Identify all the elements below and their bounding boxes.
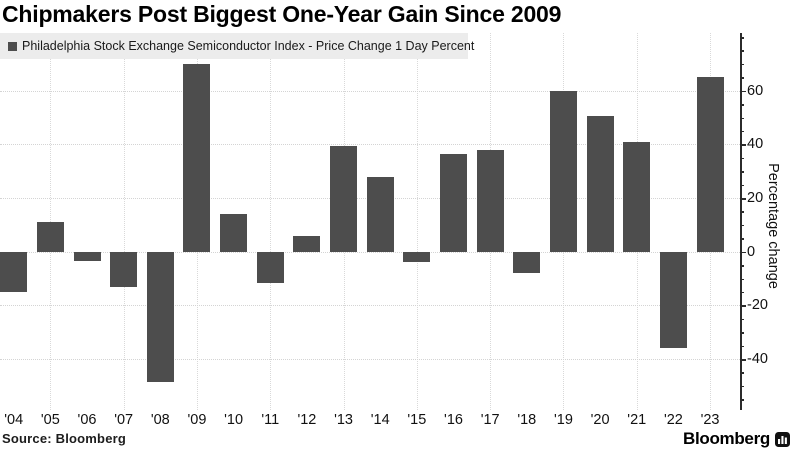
x-tick-label: '22 — [663, 412, 683, 428]
y-minor-tick — [740, 385, 744, 388]
y-minor-tick — [740, 104, 744, 106]
bar-19 — [549, 90, 577, 252]
bar-07 — [110, 251, 138, 287]
bar-11 — [256, 251, 284, 283]
y-minor-tick — [740, 265, 744, 267]
bar-09 — [183, 63, 211, 252]
y-minor-tick — [740, 318, 744, 321]
bar-16 — [440, 153, 467, 252]
y-axis-title: Percentage change — [765, 163, 781, 289]
y-minor-tick — [740, 224, 744, 227]
bar-14 — [366, 176, 394, 252]
vertical-gridline — [270, 33, 272, 410]
y-minor-tick — [740, 278, 744, 281]
x-tick-label: '06 — [77, 412, 97, 428]
y-minor-tick — [740, 238, 744, 240]
vertical-gridline — [416, 33, 418, 410]
x-tick-label: '12 — [297, 412, 317, 428]
x-tick-label: '13 — [334, 412, 353, 428]
bar-06 — [73, 251, 101, 262]
y-minor-tick — [740, 211, 744, 213]
y-tick-label: 0 — [747, 243, 756, 260]
y-major-tick — [740, 359, 746, 361]
horizontal-gridline — [0, 90, 740, 92]
bar-17 — [476, 149, 504, 252]
y-tick-label: 20 — [747, 190, 764, 207]
legend: Philadelphia Stock Exchange Semiconducto… — [0, 33, 474, 59]
bar-15 — [403, 251, 431, 263]
y-axis-line — [740, 33, 742, 410]
bar-05 — [36, 222, 64, 252]
legend-marker-icon — [8, 41, 17, 51]
x-tick-label: '19 — [553, 412, 573, 428]
y-minor-tick — [740, 345, 744, 348]
x-tick-label: '10 — [224, 412, 244, 428]
y-minor-tick — [740, 171, 744, 173]
legend-label: Philadelphia Stock Exchange Semiconducto… — [22, 39, 475, 53]
y-minor-tick — [740, 157, 744, 160]
x-tick-label: '16 — [444, 412, 463, 428]
horizontal-gridline — [0, 251, 740, 253]
x-tick-label: '05 — [40, 412, 60, 428]
y-major-tick — [740, 251, 746, 254]
bar-21 — [623, 141, 651, 252]
bar-23 — [696, 77, 724, 252]
y-minor-tick — [740, 130, 744, 133]
y-major-tick — [740, 305, 746, 307]
y-minor-tick — [740, 63, 744, 66]
y-minor-tick — [740, 291, 744, 294]
bar-20 — [586, 116, 614, 252]
x-tick-label: '09 — [187, 412, 207, 428]
y-minor-tick — [740, 399, 744, 401]
x-tick-label: '21 — [627, 412, 647, 428]
x-tick-label: '18 — [517, 412, 537, 428]
y-major-tick — [740, 198, 746, 200]
y-minor-tick — [740, 184, 744, 187]
x-tick-label: '23 — [700, 412, 720, 428]
x-tick-label: '15 — [407, 412, 427, 428]
horizontal-gridline — [0, 144, 740, 146]
bar-08 — [146, 251, 174, 382]
x-tick-label: '04 — [4, 412, 24, 428]
source-note: Source: Bloomberg — [2, 431, 127, 446]
y-minor-tick — [740, 50, 744, 52]
bar-10 — [220, 214, 248, 252]
y-tick-label: -20 — [747, 297, 768, 314]
bloomberg-logo-text: Bloomberg — [682, 429, 770, 448]
x-tick-label: '11 — [261, 412, 280, 428]
horizontal-gridline — [0, 305, 740, 307]
y-minor-tick — [740, 332, 744, 334]
y-major-tick — [740, 90, 746, 93]
bloomberg-chart-icon — [775, 431, 790, 447]
x-tick-label: '08 — [150, 412, 170, 428]
x-tick-label: '17 — [480, 412, 500, 428]
bar-22 — [659, 251, 687, 349]
y-major-tick — [740, 144, 746, 146]
chart-title: Chipmakers Post Biggest One-Year Gain Si… — [2, 1, 562, 27]
y-tick-label: -40 — [747, 351, 768, 368]
bloomberg-logo: Bloomberg — [683, 429, 790, 449]
x-tick-label: '07 — [114, 412, 134, 428]
bar-13 — [330, 145, 358, 252]
y-tick-label: 60 — [747, 82, 764, 99]
vertical-gridline — [123, 33, 125, 410]
y-minor-tick — [740, 37, 744, 39]
horizontal-gridline — [0, 359, 740, 361]
bar-04 — [0, 251, 28, 292]
vertical-gridline — [50, 33, 52, 410]
y-minor-tick — [740, 77, 744, 79]
y-minor-tick — [740, 372, 744, 374]
x-tick-label: '20 — [590, 412, 610, 428]
bar-12 — [293, 235, 321, 252]
y-minor-tick — [740, 117, 744, 120]
y-tick-label: 40 — [747, 136, 764, 153]
plot-area — [0, 33, 740, 410]
x-tick-label: '14 — [370, 412, 390, 428]
bar-18 — [513, 251, 541, 274]
